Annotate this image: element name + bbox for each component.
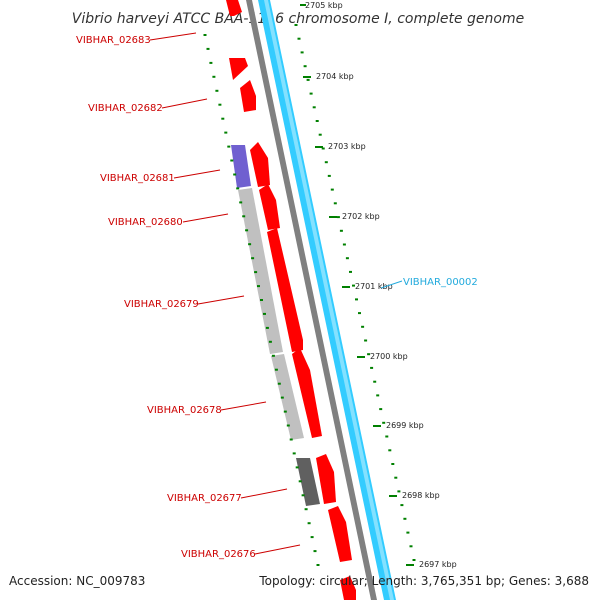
backbone-line	[246, 0, 377, 600]
gene-label-vibhar-02676[interactable]: VIBHAR_02676	[181, 549, 256, 560]
leader-line	[240, 488, 288, 499]
gene-label-vibhar-02680[interactable]: VIBHAR_02680	[108, 217, 183, 228]
leader-line	[182, 213, 229, 223]
ruler-label: 2705 kbp	[305, 1, 343, 10]
gene-feature-vibhar-02677	[316, 454, 336, 504]
gene-feature-dark-grey	[296, 458, 320, 506]
tick-row-left	[203, 34, 320, 566]
forward-features	[226, 0, 356, 600]
gene-label-vibhar-02679[interactable]: VIBHAR_02679	[124, 299, 199, 310]
label-leaders	[149, 32, 403, 555]
leader-line	[161, 98, 208, 109]
gene-label-vibhar-02682[interactable]: VIBHAR_02682	[88, 103, 163, 114]
gene-feature-grey-long-2	[271, 354, 304, 440]
gene-feature-bottom	[340, 576, 356, 600]
gene-feature-purple	[231, 145, 251, 188]
ruler-labels: 2705 kbp 2704 kbp 2703 kbp 2702 kbp 2701…	[305, 1, 457, 569]
gene-label-vibhar-02681[interactable]: VIBHAR_02681	[100, 173, 175, 184]
gene-feature-vibhar-02676	[328, 506, 352, 562]
ruler-label: 2697 kbp	[419, 560, 457, 569]
leader-line	[173, 169, 221, 179]
gene-feature-vibhar-02682	[240, 80, 256, 112]
ruler-label: 2703 kbp	[328, 142, 366, 151]
leader-line	[197, 295, 245, 305]
gene-label-vibhar-02677[interactable]: VIBHAR_02677	[167, 493, 242, 504]
ruler-label: 2702 kbp	[342, 212, 380, 221]
gene-label-vibhar-02683[interactable]: VIBHAR_02683	[76, 35, 151, 46]
gene-feature-grey-long	[238, 188, 283, 354]
map-title: Vibrio harveyi ATCC BAA-1116 chromosome …	[72, 11, 524, 27]
leader-line	[254, 544, 301, 555]
gene-label-vibhar-02678[interactable]: VIBHAR_02678	[147, 405, 222, 416]
cyan-strand-highlight	[264, 0, 394, 600]
leader-line	[380, 280, 403, 289]
ruler-label: 2701 kbp	[355, 282, 393, 291]
tick-row-right	[294, 24, 416, 561]
gene-feature-vibhar-02680	[259, 184, 280, 230]
ruler-label: 2700 kbp	[370, 352, 408, 361]
gene-feature-vibhar-02683-b	[229, 58, 248, 80]
gene-labels: VIBHAR_02683 VIBHAR_02682 VIBHAR_02681 V…	[76, 35, 478, 560]
gene-feature-vibhar-02683	[226, 0, 242, 16]
reverse-features	[231, 145, 320, 506]
leader-line	[220, 401, 267, 411]
ruler-label: 2704 kbp	[316, 72, 354, 81]
summary-text: Topology: circular; Length: 3,765,351 bp…	[258, 574, 589, 588]
ruler-major-ticks	[300, 4, 414, 566]
ruler-label: 2699 kbp	[386, 421, 424, 430]
accession-text: Accession: NC_009783	[9, 574, 145, 588]
gene-feature-vibhar-02678	[292, 348, 322, 438]
leader-line	[149, 32, 197, 41]
ruler-label: 2698 kbp	[402, 491, 440, 500]
gene-feature-vibhar-02679	[267, 228, 303, 352]
gene-label-vibhar-00002[interactable]: VIBHAR_00002	[403, 277, 478, 288]
gene-feature-vibhar-02681	[250, 142, 270, 187]
